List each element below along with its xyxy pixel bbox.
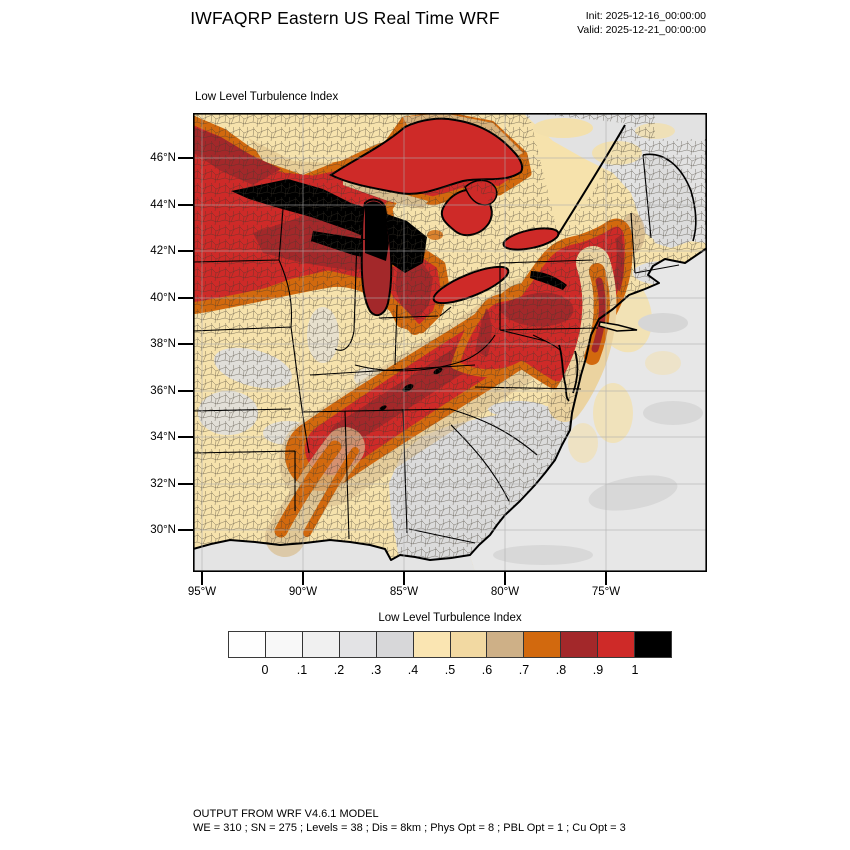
lat-tick (178, 483, 193, 485)
colorbar-tick: .4 (407, 663, 419, 677)
colorbar-tick: .5 (444, 663, 456, 677)
run-times: Init: 2025-12-16_00:00:00 Valid: 2025-12… (556, 10, 706, 37)
colorbar-cell (339, 632, 377, 657)
colorbar-cell (376, 632, 414, 657)
model-info-line1: OUTPUT FROM WRF V4.6.1 MODEL (193, 808, 379, 820)
colorbar-tick: .3 (370, 663, 382, 677)
turbulence-map (182, 111, 708, 572)
lat-tick (178, 343, 193, 345)
colorbar-tick: .1 (296, 663, 308, 677)
lat-label: 36°N (150, 385, 176, 397)
lat-tick (178, 157, 193, 159)
colorbar-tick: 1 (631, 663, 639, 677)
lon-tick (504, 572, 506, 585)
lat-tick (178, 529, 193, 531)
chesapeake-bay (558, 344, 579, 402)
lon-tick (201, 572, 203, 585)
colorbar-cell (229, 632, 266, 657)
lat-tick (178, 250, 193, 252)
colorbar-tick: .8 (555, 663, 567, 677)
colorbar-tick: 0 (261, 663, 269, 677)
colorbar-cell (598, 632, 636, 657)
colorbar-cell (302, 632, 340, 657)
lat-tick (178, 436, 193, 438)
lat-label: 32°N (150, 478, 176, 490)
model-info: OUTPUT FROM WRF V4.6.1 MODEL WE = 310 ; … (193, 807, 626, 835)
lon-tick (403, 572, 405, 585)
colorbar-tick: .6 (481, 663, 493, 677)
lon-label: 80°W (490, 586, 520, 598)
valid-time: Valid: 2025-12-21_00:00:00 (577, 23, 706, 36)
lat-label: 38°N (150, 338, 176, 350)
lat-tick (178, 390, 193, 392)
lat-tick (178, 297, 193, 299)
lon-label: 85°W (389, 586, 419, 598)
lat-label: 46°N (150, 152, 176, 164)
graticule (193, 113, 707, 572)
colorbar-cell (487, 632, 525, 657)
state-boundaries (192, 154, 680, 544)
model-info-line2: WE = 310 ; SN = 275 ; Levels = 38 ; Dis … (193, 822, 626, 834)
maine-border (642, 153, 697, 242)
init-time: Init: 2025-12-16_00:00:00 (585, 10, 706, 22)
colorbar-cell (524, 632, 562, 657)
lon-label: 95°W (187, 586, 217, 598)
colorbar (228, 631, 672, 658)
lat-label: 42°N (150, 245, 176, 257)
colorbar-tick: .2 (333, 663, 345, 677)
map-canvas (182, 111, 708, 572)
map-variable-label: Low Level Turbulence Index (195, 91, 339, 103)
colorbar-tick: .9 (592, 663, 604, 677)
lon-tick (302, 572, 304, 585)
page-title: IWFAQRP Eastern US Real Time WRF (190, 8, 500, 28)
colorbar-cell (265, 632, 303, 657)
lat-label: 30°N (150, 524, 176, 536)
county-boundaries-texture (193, 113, 707, 572)
long-island (598, 321, 638, 332)
lon-label: 75°W (591, 586, 621, 598)
colorbar-cell (450, 632, 488, 657)
lat-label: 34°N (150, 431, 176, 443)
lat-label: 40°N (150, 292, 176, 304)
canada-border (557, 124, 626, 236)
colorbar-cell (635, 632, 672, 657)
lon-label: 90°W (288, 586, 318, 598)
lat-tick (178, 204, 193, 206)
colorbar-cell (413, 632, 451, 657)
colorbar-title: Low Level Turbulence Index (378, 612, 522, 624)
coastline (192, 247, 708, 561)
colorbar-cell (561, 632, 599, 657)
map-frame (193, 113, 708, 572)
lat-label: 44°N (150, 199, 176, 211)
colorbar-tick: .7 (518, 663, 530, 677)
lon-tick (605, 572, 607, 585)
